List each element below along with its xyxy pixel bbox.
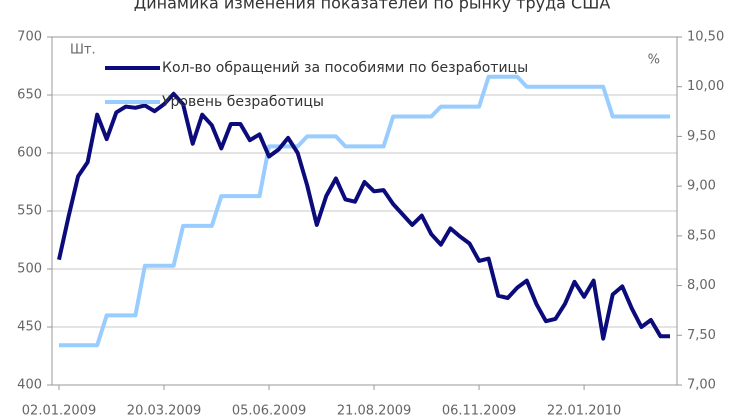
y2-tick-label: 10,00: [687, 79, 724, 94]
y2-tick-label: 8,00: [687, 278, 716, 293]
series-line: [59, 74, 670, 348]
legend-label: Кол-во обращений за пособиями по безрабо…: [162, 60, 528, 76]
y2-tick-label: 10,50: [687, 30, 724, 45]
series-line: [57, 91, 670, 341]
y-tick-label: 500: [17, 262, 42, 277]
x-tick-label: 20.03.2009: [127, 404, 201, 416]
y2-tick-label: 8,50: [687, 228, 716, 243]
y2-tick-label: 9,00: [687, 179, 716, 194]
y2-tick-label: 7,50: [687, 328, 716, 343]
x-tick-label: 22.01.2010: [547, 404, 621, 416]
x-tick-label: 02.01.2009: [22, 404, 96, 416]
y2-axis-label: %: [648, 53, 660, 68]
y-tick-label: 600: [17, 146, 42, 161]
y-tick-label: 650: [17, 88, 42, 103]
y-tick-label: 700: [17, 30, 42, 45]
plot-frame: [51, 36, 678, 386]
y-tick-label: 550: [17, 204, 42, 219]
y-tick-label: 400: [17, 378, 42, 393]
y-tick-label: 450: [17, 320, 42, 335]
x-tick-label: 06.11.2009: [442, 404, 516, 416]
x-tick-label: 05.06.2009: [232, 404, 306, 416]
legend-label: Уровень безработицы: [162, 94, 324, 110]
y2-tick-label: 7,00: [687, 378, 716, 393]
x-tick-label: 21.08.2009: [337, 404, 411, 416]
y-axis-label: Шт.: [70, 43, 96, 58]
chart-title: Динамика изменения показателей по рынку …: [134, 0, 611, 13]
y2-tick-label: 9,50: [687, 129, 716, 144]
